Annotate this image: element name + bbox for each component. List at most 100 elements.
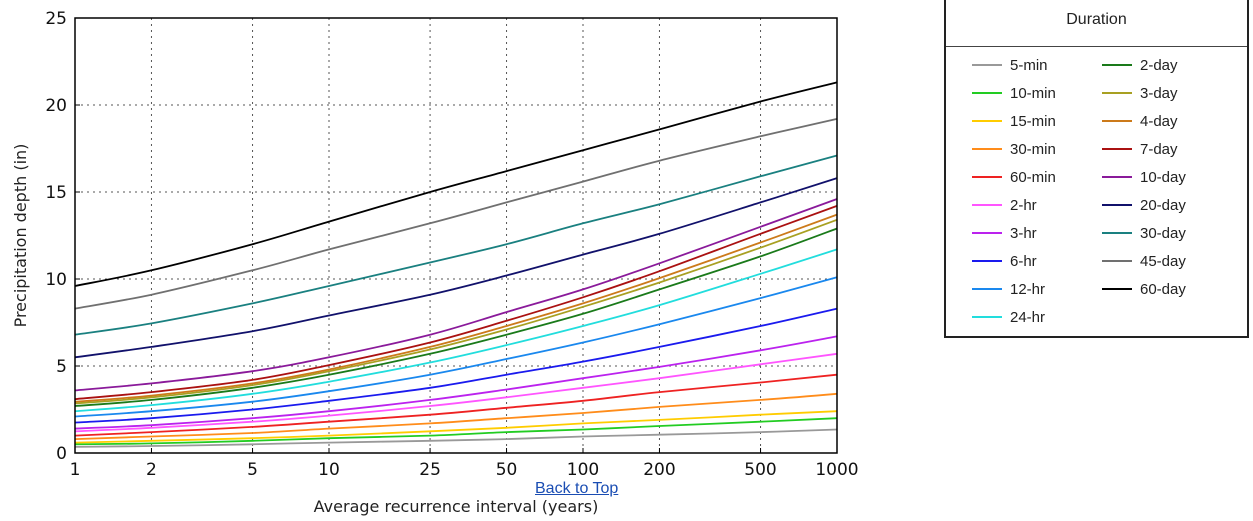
series-line-4-day — [74, 213, 838, 403]
series-line-24-hr — [74, 248, 838, 413]
legend-label: 45-day — [1140, 252, 1186, 270]
y-tick-label: 25 — [45, 9, 67, 29]
y-tick-label: 20 — [45, 96, 67, 116]
series-line-60-min — [74, 373, 838, 437]
legend-swatch — [972, 260, 1002, 262]
x-tick-label: 2 — [146, 460, 157, 480]
chart-series — [74, 81, 838, 448]
legend-item: 7-day — [1102, 136, 1178, 162]
legend-item: 60-day — [1102, 276, 1186, 302]
series-line-30-day — [74, 154, 838, 336]
x-tick-label: 5 — [247, 460, 258, 480]
series-line-12-hr — [74, 276, 838, 418]
series-line-2-hr — [74, 352, 838, 433]
series-line-10-day — [74, 198, 838, 392]
x-tick-label: 1 — [70, 460, 81, 480]
legend-label: 30-min — [1010, 140, 1056, 158]
legend-item: 6-hr — [972, 248, 1037, 274]
legend-swatch — [972, 64, 1002, 66]
x-tick-label: 200 — [643, 460, 675, 480]
chart-grid — [75, 18, 837, 453]
legend-label: 7-day — [1140, 140, 1178, 158]
legend-label: 60-min — [1010, 168, 1056, 186]
series-line-60-day — [74, 81, 838, 287]
legend: Duration 5-min 10-min 15-min 30-min 60-min 2-… — [944, 0, 1249, 338]
legend-label: 2-hr — [1010, 196, 1037, 214]
y-tick-label: 0 — [56, 444, 67, 464]
legend-swatch — [1102, 120, 1132, 122]
legend-swatch — [972, 204, 1002, 206]
series-line-10-min — [74, 417, 838, 446]
x-tick-label: 100 — [567, 460, 599, 480]
x-tick-label: 1000 — [815, 460, 858, 480]
legend-item: 10-min — [972, 80, 1056, 106]
legend-label: 12-hr — [1010, 280, 1046, 298]
series-line-3-day — [74, 218, 838, 405]
legend-item: 15-min — [972, 108, 1056, 134]
legend-item: 12-hr — [972, 276, 1045, 302]
x-tick-label: 10 — [318, 460, 340, 480]
series-line-5-min — [74, 428, 838, 448]
legend-label: 4-day — [1140, 112, 1178, 130]
x-axis-label: Average recurrence interval (years) — [314, 497, 599, 516]
x-tick-label: 25 — [419, 460, 441, 480]
legend-label: 30-day — [1140, 224, 1186, 242]
legend-item: 3-day — [1102, 80, 1178, 106]
legend-swatch — [1102, 260, 1132, 262]
legend-swatch — [1102, 64, 1132, 66]
legend-item: 2-hr — [972, 192, 1037, 218]
legend-swatch — [972, 120, 1002, 122]
legend-label: 6-hr — [1010, 252, 1037, 270]
legend-swatch — [972, 288, 1002, 290]
legend-label: 15-min — [1010, 112, 1056, 130]
legend-swatch — [972, 316, 1002, 318]
plot-frame — [74, 17, 838, 454]
back-to-top-link[interactable]: Back to Top — [535, 480, 619, 497]
legend-swatch — [1102, 92, 1132, 94]
legend-swatch — [972, 176, 1002, 178]
series-line-2-day — [74, 227, 838, 407]
legend-item: 30-day — [1102, 220, 1186, 246]
legend-label: 24-hr — [1010, 308, 1046, 326]
legend-item: 30-min — [972, 136, 1056, 162]
legend-item: 24-hr — [972, 304, 1045, 330]
legend-item: 4-day — [1102, 108, 1178, 134]
legend-swatch — [1102, 176, 1132, 178]
legend-label: 60-day — [1140, 280, 1186, 298]
legend-label: 2-day — [1140, 56, 1178, 74]
series-line-30-min — [74, 392, 838, 440]
legend-swatch — [972, 148, 1002, 150]
legend-swatch — [1102, 288, 1132, 290]
legend-item: 60-min — [972, 164, 1056, 190]
x-tick-label: 500 — [744, 460, 776, 480]
series-line-20-day — [74, 177, 838, 359]
series-line-7-day — [74, 205, 838, 400]
legend-label: 3-hr — [1010, 224, 1037, 242]
legend-item: 45-day — [1102, 248, 1186, 274]
y-tick-label: 10 — [45, 270, 67, 290]
y-tick-label: 15 — [45, 183, 67, 203]
legend-swatch — [972, 92, 1002, 94]
legend-swatch — [1102, 148, 1132, 150]
series-line-45-day — [74, 118, 838, 310]
legend-item: 20-day — [1102, 192, 1186, 218]
legend-swatch — [1102, 204, 1132, 206]
series-line-3-hr — [74, 335, 838, 430]
legend-item: 2-day — [1102, 52, 1178, 78]
legend-label: 10-min — [1010, 84, 1056, 102]
legend-title: Duration — [946, 0, 1247, 47]
y-axis-label: Precipitation depth (in) — [11, 144, 30, 328]
legend-item: 3-hr — [972, 220, 1037, 246]
legend-item: 5-min — [972, 52, 1048, 78]
legend-swatch — [1102, 232, 1132, 234]
x-tick-label: 50 — [496, 460, 518, 480]
y-tick-label: 5 — [56, 357, 67, 377]
legend-label: 5-min — [1010, 56, 1048, 74]
series-line-15-min — [74, 410, 838, 444]
legend-label: 3-day — [1140, 84, 1178, 102]
legend-label: 10-day — [1140, 168, 1186, 186]
legend-swatch — [972, 232, 1002, 234]
series-line-6-hr — [74, 307, 838, 424]
